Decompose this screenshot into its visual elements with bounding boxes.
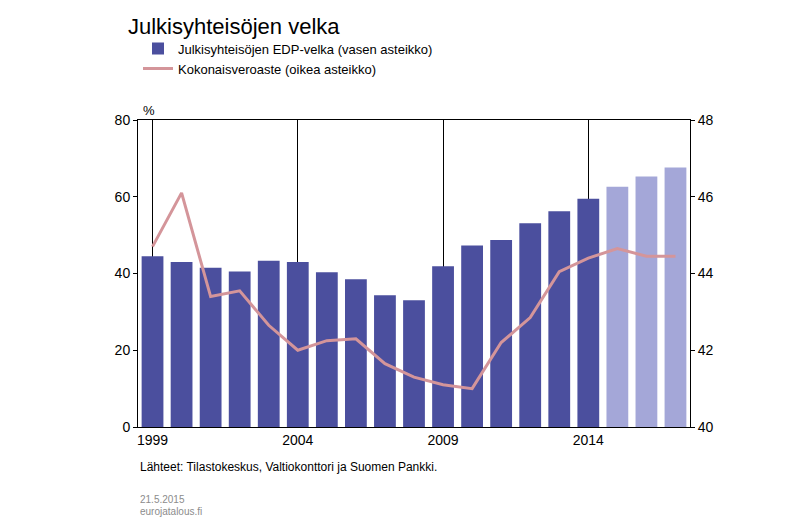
svg-text:44: 44 [698,265,714,281]
svg-text:42: 42 [698,342,714,358]
svg-text:21.5.2015: 21.5.2015 [140,494,185,505]
svg-text:80: 80 [115,112,131,128]
svg-text:46: 46 [698,189,714,205]
svg-text:20: 20 [115,342,131,358]
svg-text:Kokonaisveroaste (oikea asteik: Kokonaisveroaste (oikea asteikko) [178,62,376,77]
svg-text:eurojatalous.fi: eurojatalous.fi [140,506,202,517]
svg-text:0: 0 [122,419,130,435]
svg-text:Julkisyhteisöjen EDP-velka (va: Julkisyhteisöjen EDP-velka (vasen asteik… [178,42,432,57]
svg-text:%: % [143,103,155,118]
svg-text:Lähteet: Tilastokeskus, Valtio: Lähteet: Tilastokeskus, Valtiokonttori j… [140,460,437,474]
svg-text:2009: 2009 [427,432,458,448]
svg-text:1999: 1999 [137,432,168,448]
svg-text:48: 48 [698,112,714,128]
svg-text:2004: 2004 [282,432,313,448]
svg-text:2014: 2014 [573,432,604,448]
svg-text:40: 40 [698,419,714,435]
svg-text:40: 40 [115,265,131,281]
svg-text:60: 60 [115,189,131,205]
svg-text:Julkisyhteisöjen velka: Julkisyhteisöjen velka [128,14,340,39]
